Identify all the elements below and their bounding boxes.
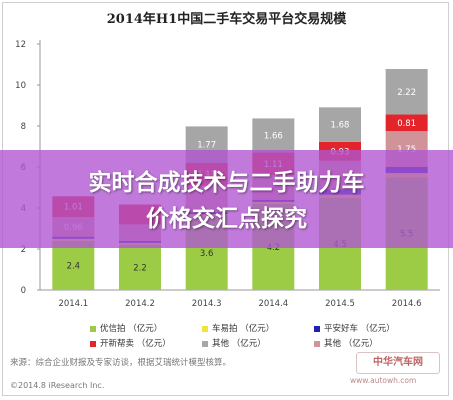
watermark-url: www.autowh.com bbox=[350, 376, 417, 385]
headline-line-2: 价格交汇点探究 bbox=[146, 206, 307, 232]
legend-item: 其他 （亿元） bbox=[314, 337, 378, 349]
x-tick-label: 2014.5 bbox=[325, 299, 355, 309]
headline-banner bbox=[0, 150, 453, 248]
legend-label: 开新帮卖 （亿元） bbox=[100, 339, 171, 349]
data-label: 1.66 bbox=[264, 131, 283, 141]
bar-segment bbox=[119, 244, 161, 290]
data-label: 0.81 bbox=[397, 119, 416, 129]
legend-swatch bbox=[90, 340, 96, 347]
y-tick-label: 0 bbox=[21, 286, 26, 296]
data-label: 3.6 bbox=[200, 249, 214, 259]
bar-segment bbox=[252, 118, 295, 153]
copyright-text: ©2014.8 iResearch Inc. bbox=[10, 381, 105, 390]
data-label: 2.4 bbox=[67, 261, 81, 271]
y-tick-label: 2 bbox=[21, 245, 26, 255]
legend-label: 优信拍 （亿元） bbox=[100, 324, 163, 334]
legend-swatch bbox=[90, 325, 96, 332]
x-tick-label: 2014.1 bbox=[58, 299, 88, 309]
legend-swatch bbox=[314, 325, 320, 332]
watermark-logo: 中华汽车网 bbox=[356, 352, 440, 374]
legend-item: 开新帮卖 （亿元） bbox=[90, 337, 171, 349]
y-tick-label: 8 bbox=[21, 122, 26, 132]
bar-segment bbox=[52, 240, 95, 290]
bar-segment bbox=[385, 69, 428, 115]
legend-label: 车易拍 （亿元） bbox=[212, 324, 275, 334]
data-label: 2.22 bbox=[397, 88, 416, 98]
y-tick-label: 12 bbox=[15, 40, 26, 50]
legend-item: 优信拍 （亿元） bbox=[90, 322, 162, 334]
x-tick-label: 2014.2 bbox=[125, 299, 155, 309]
source-note: 来源：综合企业财报及专家访谈，根据艾瑞统计模型核算。 bbox=[10, 358, 232, 368]
bar-segment bbox=[385, 114, 428, 132]
legend-item: 其他 （亿元） bbox=[202, 337, 266, 349]
legend-swatch bbox=[314, 340, 320, 347]
legend-label: 其他 （亿元） bbox=[324, 339, 378, 349]
x-tick-label: 2014.3 bbox=[192, 299, 222, 309]
headline-line-1: 实时合成技术与二手助力车 bbox=[88, 170, 365, 196]
x-tick-label: 2014.4 bbox=[258, 299, 288, 309]
data-label: 1.77 bbox=[197, 141, 216, 151]
legend-label: 其他 （亿元） bbox=[212, 339, 266, 349]
y-tick-label: 10 bbox=[15, 81, 26, 91]
legend-swatch bbox=[202, 340, 208, 347]
legend-swatch bbox=[202, 325, 208, 332]
chart-title: 2014年H1中国二手车交易平台交易规模 bbox=[106, 12, 347, 27]
legend-label: 平安好车 （亿元） bbox=[324, 324, 395, 334]
data-label: 1.68 bbox=[331, 121, 350, 131]
legend-item: 平安好车 （亿元） bbox=[314, 322, 395, 334]
legend-item: 车易拍 （亿元） bbox=[202, 322, 274, 334]
x-tick-label: 2014.6 bbox=[392, 299, 422, 309]
bar-segment bbox=[319, 107, 361, 142]
data-label: 2.2 bbox=[133, 263, 147, 273]
